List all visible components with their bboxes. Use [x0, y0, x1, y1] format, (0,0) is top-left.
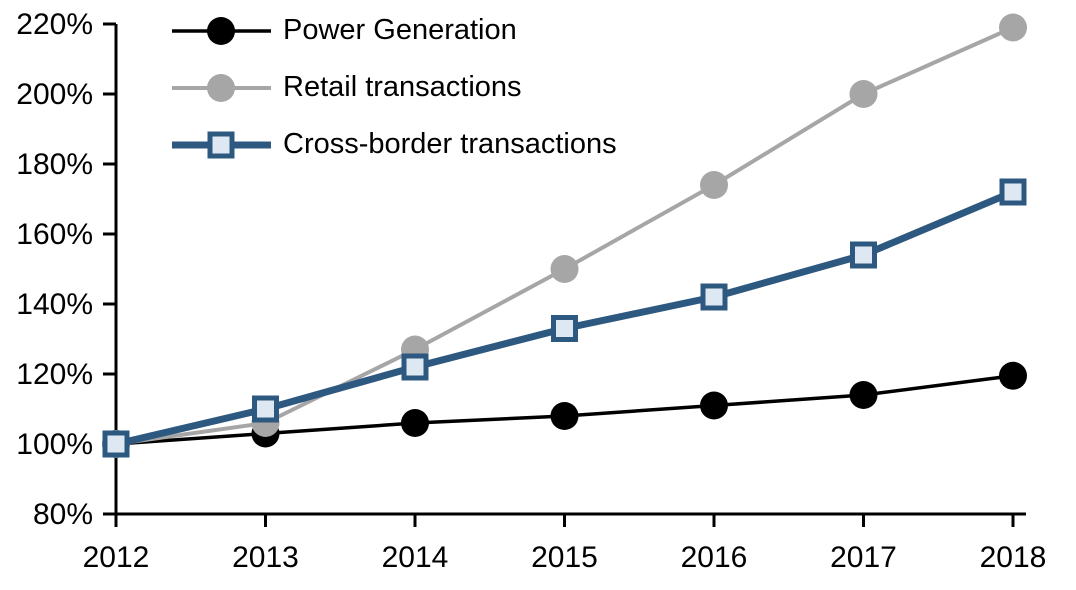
y-axis-tick-label: 200% [16, 78, 93, 111]
data-point-power-generation-2015 [550, 402, 579, 430]
data-point-cross-border-transactions-2012 [102, 430, 130, 458]
data-point-retail-transactions-2017 [849, 80, 878, 108]
y-axis-tick-label: 160% [16, 218, 93, 251]
x-axis-tick-label: 2014 [382, 541, 449, 574]
x-axis-tick-label: 2018 [980, 541, 1047, 574]
data-point-cross-border-transactions-2018 [999, 178, 1027, 206]
x-axis-tick-label: 2012 [83, 541, 150, 574]
data-point-power-generation-2014 [401, 409, 429, 437]
data-point-retail-transactions-2016 [700, 171, 728, 199]
data-point-power-generation-2018 [999, 361, 1027, 390]
data-point-cross-border-transactions-2015 [551, 315, 578, 342]
data-point-cross-border-transactions-2016 [700, 283, 728, 311]
y-axis-tick-label: 120% [16, 358, 93, 391]
y-axis-tick-label: 100% [16, 428, 93, 461]
legend-item-retail-transactions: Retail transactions [171, 59, 617, 116]
data-point-cross-border-transactions-2013 [252, 395, 279, 423]
legend-label-power-generation: Power Generation [283, 14, 517, 46]
x-axis-tick-label: 2015 [531, 541, 598, 574]
y-axis-tick-label: 220% [16, 8, 93, 41]
x-axis-tick-label: 2017 [830, 541, 897, 574]
legend-item-cross-border-transactions: Cross-border transactions [171, 116, 617, 173]
y-axis-tick-label: 140% [16, 288, 93, 321]
data-point-cross-border-transactions-2014 [401, 353, 429, 381]
x-axis-tick-label: 2016 [681, 541, 748, 574]
data-point-retail-transactions-2015 [550, 255, 579, 283]
y-axis-tick-label: 180% [16, 148, 93, 181]
data-point-cross-border-transactions-2017 [850, 241, 877, 269]
legend-key-retail-transactions-icon [172, 73, 271, 102]
chart-legend: Power Generation Retail transactions Cro… [171, 2, 617, 173]
legend-item-power-generation: Power Generation [171, 2, 617, 59]
legend-key-power-generation-icon [172, 16, 271, 45]
data-point-power-generation-2017 [849, 381, 878, 409]
y-axis-tick-label: 80% [33, 498, 93, 531]
data-point-power-generation-2016 [700, 391, 728, 420]
data-point-retail-transactions-2018 [999, 13, 1027, 42]
legend-label-retail-transactions: Retail transactions [283, 71, 522, 103]
legend-key-cross-border-transactions-icon [172, 131, 271, 158]
x-axis-tick-label: 2013 [232, 541, 299, 574]
legend-label-cross-border-transactions: Cross-border transactions [283, 128, 617, 160]
